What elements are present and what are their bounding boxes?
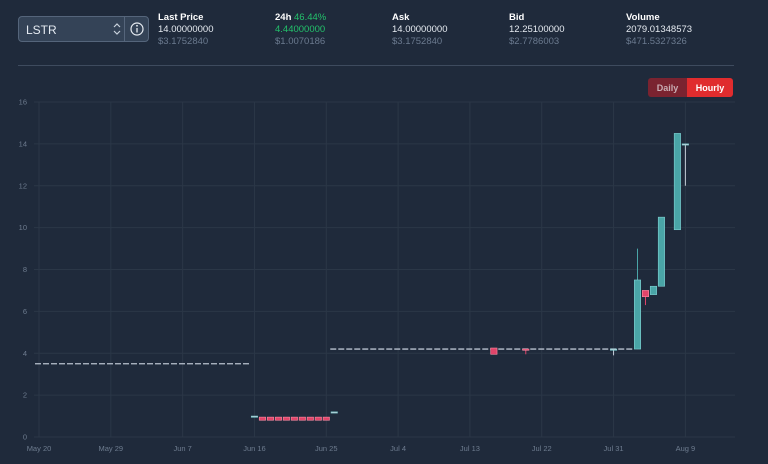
- y-tick-label: 2: [23, 391, 27, 400]
- volume-usd: $471.5327326: [626, 36, 687, 47]
- candle-body: [306, 416, 314, 421]
- bid-usd: $2.7786003: [509, 36, 560, 47]
- select-divider: [124, 17, 125, 41]
- candle-body: [290, 416, 298, 421]
- stat-ask: Ask 14.00000000 $3.1752840: [392, 12, 447, 48]
- x-tick-label: May 29: [99, 444, 124, 453]
- change-24h-usd: $1.0070186: [275, 36, 326, 47]
- last-price-value: 14.00000000: [158, 24, 214, 35]
- change-24h-value: 4.44000000: [275, 24, 326, 35]
- candle-body: [274, 416, 282, 421]
- change-24h-percent: 46.44%: [294, 12, 327, 23]
- candle-body: [330, 411, 338, 414]
- x-tick-label: Aug 9: [676, 444, 696, 453]
- change-24h-label-row: 24h 46.44%: [275, 12, 326, 24]
- y-tick-label: 16: [19, 98, 27, 107]
- candle-body: [282, 416, 290, 421]
- header-divider: [18, 65, 734, 66]
- info-circle-icon[interactable]: [129, 20, 145, 38]
- candle-body: [314, 416, 322, 421]
- x-tick-label: Jul 22: [532, 444, 552, 453]
- x-tick-label: Jun 7: [173, 444, 191, 453]
- market-select[interactable]: LSTR: [18, 16, 149, 42]
- bid-label: Bid: [509, 12, 525, 23]
- change-24h-label: 24h: [275, 12, 292, 23]
- ask-label: Ask: [392, 12, 410, 23]
- candle-body: [266, 416, 274, 421]
- stat-24h: 24h 46.44% 4.44000000 $1.0070186: [275, 12, 326, 48]
- x-tick-label: Jul 13: [460, 444, 480, 453]
- x-tick-label: May 20: [27, 444, 52, 453]
- candle-body: [657, 216, 665, 287]
- y-tick-label: 14: [19, 139, 27, 148]
- bid-value: 12.25100000: [509, 24, 565, 35]
- last-price-usd: $3.1752840: [158, 36, 209, 47]
- x-tick-label: Jun 16: [243, 444, 266, 453]
- hourly-button[interactable]: Hourly: [687, 78, 733, 97]
- y-tick-label: 10: [19, 223, 27, 232]
- chevron-up-down-icon: [113, 23, 121, 35]
- candle-body: [681, 143, 689, 146]
- candle-body: [649, 285, 657, 295]
- x-tick-label: Jul 31: [604, 444, 624, 453]
- stat-volume: Volume 2079.01348573 $471.5327326: [626, 12, 692, 48]
- x-tick-label: Jun 25: [315, 444, 338, 453]
- candle-body: [490, 347, 498, 355]
- candle-body: [673, 133, 681, 231]
- y-tick-label: 6: [23, 307, 27, 316]
- daily-button[interactable]: Daily: [648, 78, 687, 97]
- volume-label: Volume: [626, 12, 660, 23]
- market-select-value: LSTR: [26, 23, 57, 37]
- candle-body: [633, 279, 641, 350]
- candle-body: [250, 415, 258, 418]
- candle-body: [322, 416, 330, 421]
- candle-body: [298, 416, 306, 421]
- candle-body: [522, 348, 530, 351]
- stat-last-price: Last Price 14.00000000 $3.1752840: [158, 12, 213, 48]
- ask-usd: $3.1752840: [392, 36, 443, 47]
- y-tick-label: 0: [23, 433, 27, 442]
- y-tick-label: 4: [23, 349, 27, 358]
- candle-body: [258, 416, 266, 421]
- x-tick-label: Jul 4: [390, 444, 406, 453]
- last-price-label: Last Price: [158, 12, 204, 23]
- interval-toggle: Daily Hourly: [648, 78, 733, 97]
- candle-body: [641, 290, 649, 298]
- volume-value: 2079.01348573: [626, 24, 693, 35]
- ask-value: 14.00000000: [392, 24, 448, 35]
- stat-bid: Bid 12.25100000 $2.7786003: [509, 12, 564, 48]
- y-tick-label: 8: [23, 265, 27, 274]
- y-tick-label: 12: [19, 181, 27, 190]
- candle-body: [610, 348, 618, 351]
